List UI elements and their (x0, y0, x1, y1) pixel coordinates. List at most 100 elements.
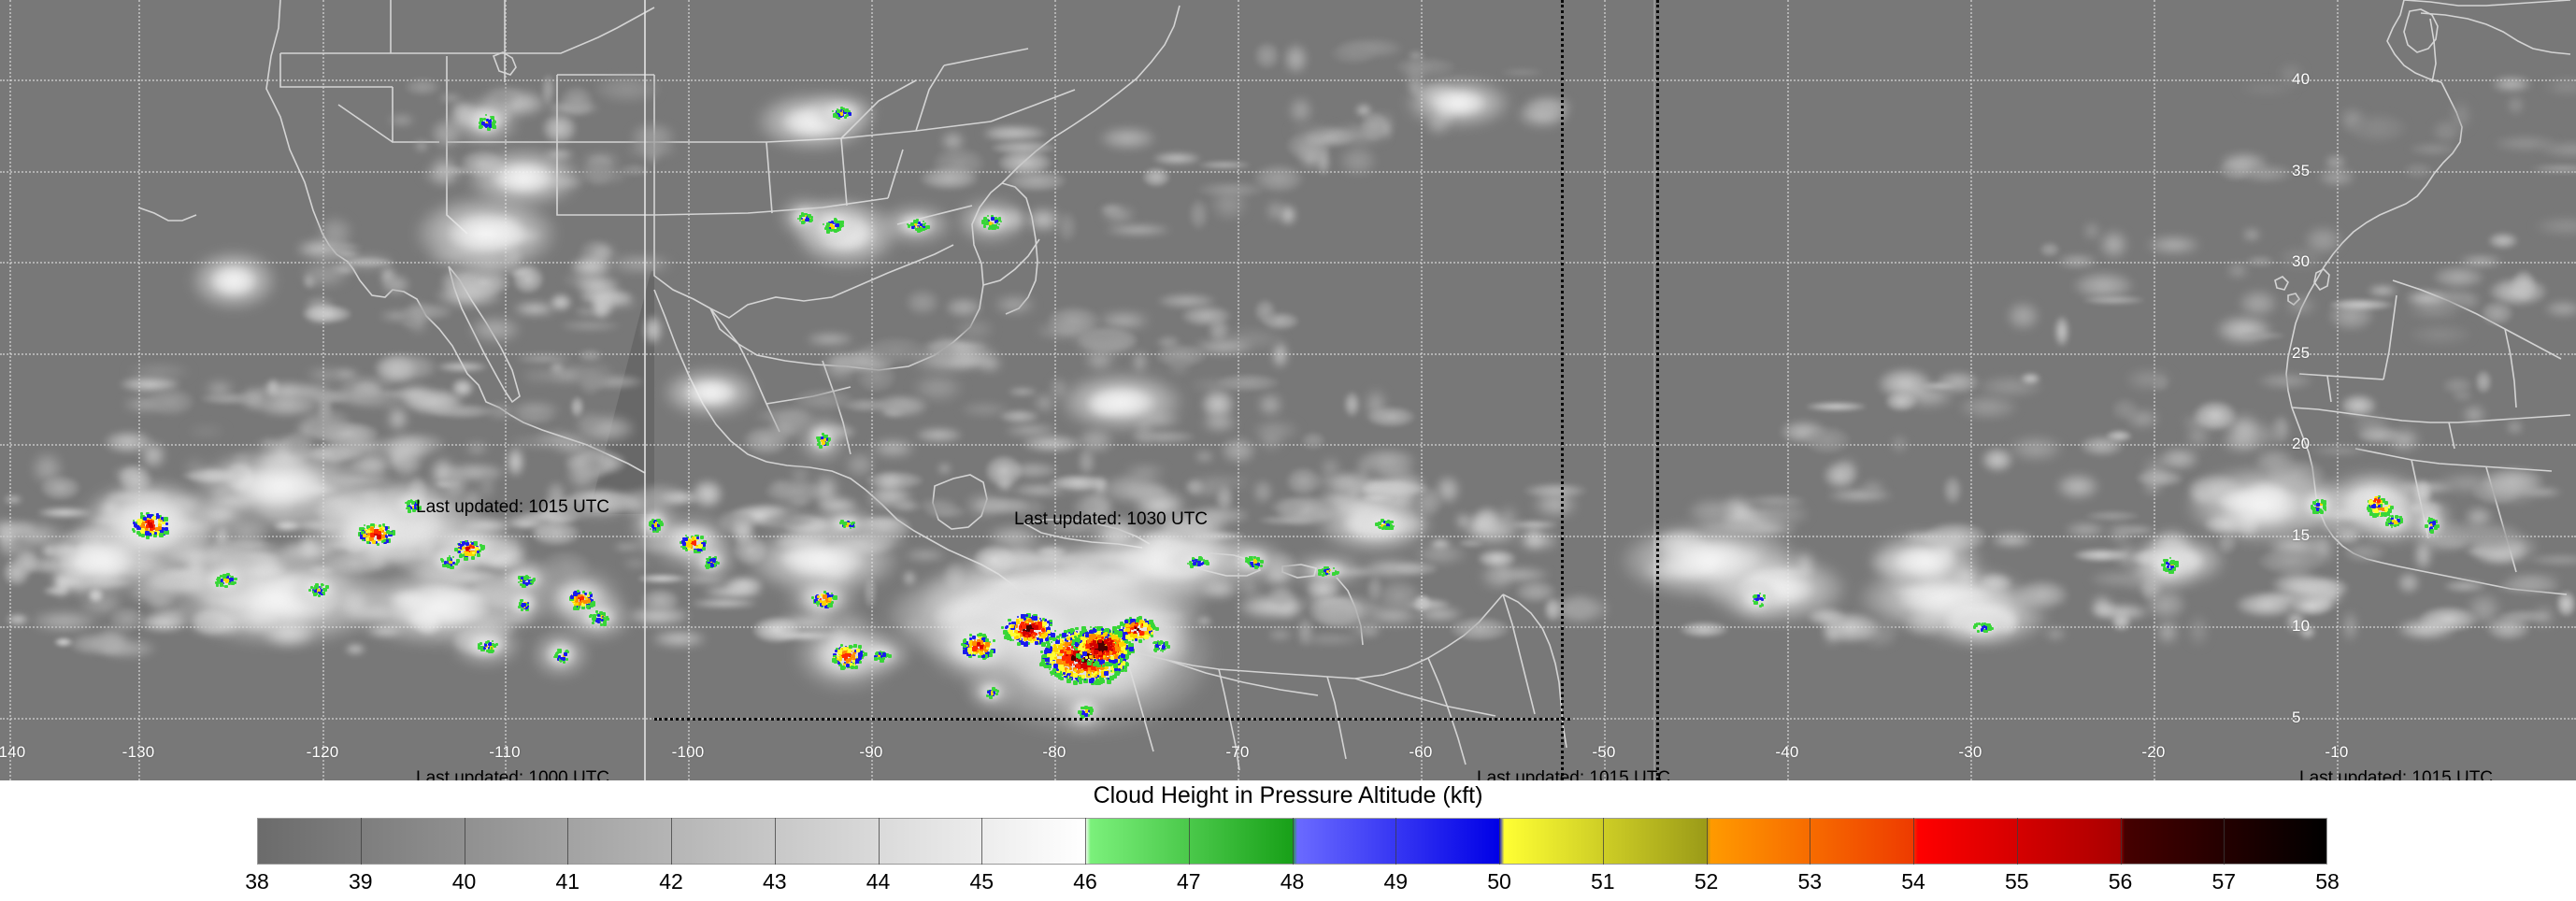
convective-pixel (1111, 637, 1114, 640)
convective-pixel (1089, 662, 1092, 665)
cloud-blob (866, 486, 909, 509)
convective-pixel (649, 524, 651, 526)
convective-pixel (561, 657, 565, 661)
convective-pixel (2168, 563, 2170, 565)
convective-pixel (1090, 654, 1095, 659)
convective-pixel (846, 524, 849, 527)
convective-pixel (1089, 630, 1093, 634)
convective-pixel (479, 544, 482, 547)
convective-pixel (1086, 670, 1089, 673)
convective-pixel (1097, 644, 1101, 648)
convective-pixel (824, 438, 826, 440)
cloud-blob (560, 85, 594, 118)
convective-pixel (1042, 618, 1045, 621)
convective-pixel (650, 528, 651, 530)
convective-pixel (1059, 660, 1062, 663)
convective-pixel (1144, 631, 1148, 635)
convective-pixel (859, 654, 864, 659)
convective-pixel (1004, 636, 1008, 639)
convective-pixel (845, 646, 847, 648)
convective-pixel (1112, 630, 1116, 634)
convective-pixel (598, 621, 601, 623)
convective-pixel (1114, 667, 1118, 671)
convective-pixel (826, 230, 830, 234)
convective-pixel (998, 217, 1001, 220)
convective-pixel (1098, 661, 1101, 664)
convective-pixel (1116, 645, 1120, 649)
convective-pixel (980, 652, 983, 655)
convective-pixel (1117, 658, 1120, 661)
convective-pixel (917, 225, 920, 228)
convective-pixel (1066, 671, 1070, 675)
convective-pixel (651, 525, 654, 528)
convective-pixel (1032, 623, 1034, 625)
map-canvas[interactable]: -140-130-120-110-100-90-80-70-60-50-40-3… (0, 0, 2576, 780)
convective-pixel (1987, 627, 1991, 631)
cloud-blob (805, 332, 855, 347)
convective-pixel (1091, 634, 1095, 638)
convective-pixel (493, 118, 494, 120)
graticule-parallel (0, 79, 2576, 81)
cloud-blob (1510, 521, 1559, 529)
convective-pixel (1072, 656, 1074, 658)
cloud-blob (54, 636, 73, 647)
convective-pixel (836, 656, 839, 660)
convective-pixel (377, 534, 380, 537)
convective-pixel (526, 579, 528, 580)
convective-pixel (220, 582, 223, 586)
convective-pixel (684, 545, 687, 548)
convective-pixel (1070, 652, 1075, 657)
convective-pixel (966, 645, 968, 647)
colorbar-tick-label: 49 (1383, 869, 1409, 894)
cloud-blob (1088, 386, 1155, 418)
convective-pixel (408, 505, 410, 508)
convective-pixel (1019, 634, 1021, 636)
graticule-meridian (1421, 0, 1423, 780)
convective-pixel (1158, 643, 1161, 646)
convective-pixel (1049, 649, 1052, 651)
convective-pixel (318, 591, 321, 594)
convective-pixel (807, 217, 810, 221)
cloud-blob (2082, 294, 2146, 305)
convective-pixel (1195, 562, 1197, 564)
convective-pixel (1078, 635, 1080, 637)
convective-pixel (526, 605, 529, 608)
convective-pixel (1103, 646, 1108, 651)
convective-pixel (853, 651, 856, 654)
cloud-blob (754, 504, 802, 514)
cloud-blob (2123, 562, 2175, 592)
convective-pixel (986, 652, 991, 657)
convective-pixel (823, 437, 827, 441)
convective-pixel (575, 592, 579, 595)
convective-pixel (1108, 658, 1110, 661)
convective-pixel (1123, 637, 1125, 639)
coastline-vectors (137, 0, 2571, 771)
convective-pixel (837, 111, 841, 115)
convective-pixel (525, 608, 529, 611)
convective-pixel (1109, 634, 1112, 637)
convective-pixel (1047, 647, 1049, 649)
convective-pixel (1149, 628, 1152, 632)
convective-pixel (475, 547, 479, 551)
convective-pixel (855, 659, 860, 664)
convective-pixel (1060, 643, 1063, 646)
cloud-blob (341, 254, 394, 271)
convective-pixel (2167, 565, 2169, 568)
convective-pixel (705, 565, 708, 567)
cloud-blob (1186, 478, 1252, 487)
convective-pixel (819, 437, 821, 439)
cloud-blob (431, 119, 463, 149)
convective-pixel (1125, 631, 1128, 634)
cloud-blob (810, 427, 835, 450)
cloud-blob (732, 534, 768, 565)
cloud-blob (1413, 594, 1432, 611)
cloud-blob (607, 257, 672, 272)
cloud-blob (2408, 143, 2458, 155)
colorbar-tick-label: 58 (2315, 869, 2340, 894)
convective-pixel (651, 519, 654, 522)
convective-pixel (992, 218, 995, 221)
cloud-blob (1354, 104, 1372, 118)
cloud-blob (2221, 484, 2303, 525)
cloud-blob (773, 515, 827, 527)
convective-pixel (1076, 641, 1079, 644)
